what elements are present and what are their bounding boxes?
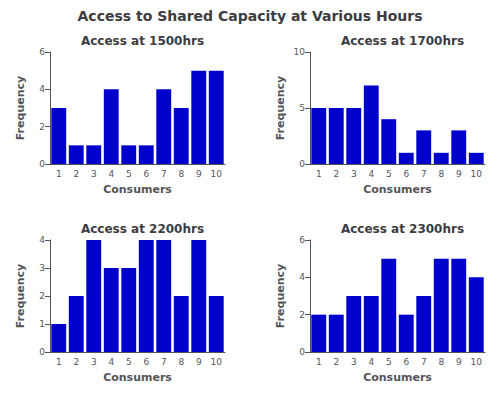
- svg-text:0: 0: [299, 347, 305, 357]
- svg-text:0: 0: [39, 159, 45, 169]
- svg-text:4: 4: [39, 235, 45, 245]
- svg-text:3: 3: [351, 357, 357, 367]
- svg-text:Consumers: Consumers: [103, 183, 172, 196]
- svg-text:Frequency: Frequency: [274, 264, 287, 328]
- svg-text:5: 5: [299, 103, 305, 113]
- svg-text:9: 9: [456, 357, 462, 367]
- svg-text:Access at 1500hrs: Access at 1500hrs: [81, 34, 204, 48]
- svg-text:Consumers: Consumers: [363, 183, 432, 196]
- svg-text:6: 6: [143, 169, 149, 179]
- svg-text:Consumers: Consumers: [363, 371, 432, 384]
- svg-text:10: 10: [294, 47, 306, 57]
- svg-text:3: 3: [351, 169, 357, 179]
- svg-text:7: 7: [421, 357, 427, 367]
- svg-text:10: 10: [471, 169, 483, 179]
- svg-text:2: 2: [333, 357, 339, 367]
- svg-text:4: 4: [368, 169, 374, 179]
- svg-text:6: 6: [403, 357, 409, 367]
- svg-text:6: 6: [403, 169, 409, 179]
- svg-text:3: 3: [91, 357, 97, 367]
- svg-text:Consumers: Consumers: [103, 371, 172, 384]
- svg-text:Frequency: Frequency: [14, 76, 27, 140]
- svg-text:3: 3: [39, 263, 45, 273]
- svg-text:4: 4: [108, 357, 114, 367]
- svg-text:8: 8: [438, 169, 444, 179]
- svg-text:5: 5: [126, 169, 132, 179]
- svg-text:8: 8: [438, 357, 444, 367]
- svg-text:8: 8: [178, 169, 184, 179]
- svg-text:2: 2: [39, 291, 45, 301]
- svg-text:Frequency: Frequency: [14, 264, 27, 328]
- svg-text:10: 10: [211, 357, 223, 367]
- svg-text:4: 4: [368, 357, 374, 367]
- svg-text:6: 6: [143, 357, 149, 367]
- svg-text:7: 7: [161, 357, 167, 367]
- svg-text:Access at 2200hrs: Access at 2200hrs: [81, 222, 204, 236]
- svg-text:10: 10: [471, 357, 483, 367]
- svg-text:Frequency: Frequency: [274, 76, 287, 140]
- svg-text:2: 2: [333, 169, 339, 179]
- svg-text:1: 1: [56, 169, 62, 179]
- svg-text:4: 4: [299, 272, 305, 282]
- svg-text:9: 9: [456, 169, 462, 179]
- svg-text:2: 2: [39, 122, 45, 132]
- svg-text:5: 5: [386, 357, 392, 367]
- svg-text:5: 5: [386, 169, 392, 179]
- svg-text:10: 10: [211, 169, 223, 179]
- svg-text:2: 2: [73, 169, 79, 179]
- svg-text:1: 1: [316, 169, 322, 179]
- svg-text:2: 2: [73, 357, 79, 367]
- svg-text:6: 6: [39, 47, 45, 57]
- svg-text:1: 1: [39, 319, 45, 329]
- svg-text:5: 5: [126, 357, 132, 367]
- svg-text:7: 7: [161, 169, 167, 179]
- svg-text:0: 0: [39, 347, 45, 357]
- svg-text:2: 2: [299, 310, 305, 320]
- svg-text:Access at 2300hrs: Access at 2300hrs: [341, 222, 464, 236]
- svg-text:3: 3: [91, 169, 97, 179]
- svg-text:6: 6: [299, 235, 305, 245]
- svg-text:4: 4: [39, 84, 45, 94]
- svg-text:9: 9: [196, 169, 202, 179]
- svg-text:8: 8: [178, 357, 184, 367]
- svg-text:4: 4: [108, 169, 114, 179]
- svg-text:1: 1: [316, 357, 322, 367]
- svg-text:1: 1: [56, 357, 62, 367]
- svg-text:0: 0: [299, 159, 305, 169]
- svg-text:Access at 1700hrs: Access at 1700hrs: [341, 34, 464, 48]
- svg-text:9: 9: [196, 357, 202, 367]
- svg-text:Access to Shared Capacity at V: Access to Shared Capacity at Various Hou…: [78, 8, 423, 24]
- svg-text:7: 7: [421, 169, 427, 179]
